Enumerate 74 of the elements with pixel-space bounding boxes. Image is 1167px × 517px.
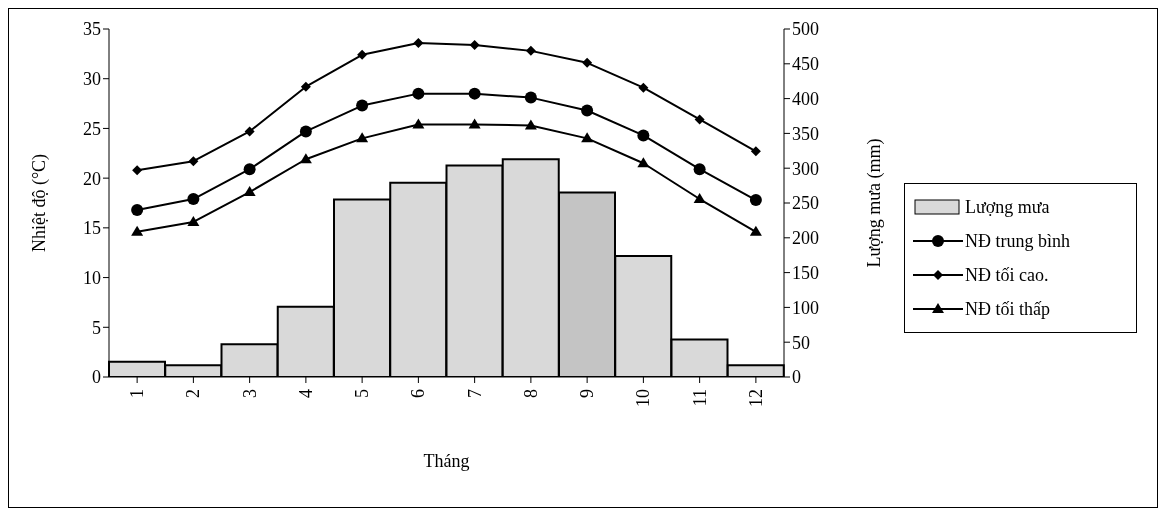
point (244, 126, 255, 137)
legend-label: NĐ trung bình (965, 230, 1070, 252)
y2-tick-label: 400 (792, 88, 819, 109)
y-tick-label: 30 (83, 69, 101, 90)
point (469, 39, 480, 50)
point (412, 118, 425, 129)
y2-axis-title: Lượng mưa (mm) (864, 138, 886, 268)
point (637, 129, 650, 142)
x-axis-title: Tháng (423, 451, 470, 471)
point (750, 146, 761, 157)
point (131, 203, 144, 216)
y2-tick-label: 350 (792, 123, 819, 144)
y-tick-label: 10 (83, 267, 101, 288)
point (188, 156, 199, 167)
point (638, 82, 649, 93)
y2-tick-label: 100 (792, 297, 819, 318)
x-tick-label: 9 (577, 389, 598, 398)
x-tick-label: 4 (295, 389, 316, 398)
x-tick-label: 2 (183, 389, 204, 398)
legend-label: NĐ tối thấp (965, 298, 1050, 320)
point (468, 87, 481, 100)
point (243, 186, 256, 197)
point (581, 132, 594, 143)
point (693, 193, 706, 204)
x-tick-label: 10 (633, 389, 654, 407)
point (525, 45, 536, 56)
point (637, 157, 650, 168)
point (693, 163, 706, 176)
y-tick-label: 15 (83, 218, 101, 239)
point (243, 163, 256, 176)
point (749, 194, 762, 207)
point (581, 104, 594, 117)
point (132, 165, 143, 176)
point (694, 114, 705, 125)
y2-tick-label: 200 (792, 228, 819, 249)
legend-label: NĐ tối cao. (965, 264, 1049, 286)
y-tick-label: 20 (83, 168, 101, 189)
y-tick-label: 5 (92, 317, 101, 338)
point (131, 225, 144, 236)
x-tick-label: 8 (520, 389, 541, 398)
y-tick-label: 0 (92, 367, 101, 388)
y-axis-title: Nhiệt độ (°C) (29, 153, 51, 253)
y2-tick-label: 0 (792, 367, 801, 388)
x-tick-label: 6 (408, 389, 429, 398)
y-tick-label: 35 (83, 19, 101, 40)
x-tick-label: 5 (352, 389, 373, 398)
point (357, 49, 368, 60)
x-tick-label: 12 (745, 389, 766, 407)
x-tick-label: 7 (464, 389, 485, 398)
point (468, 118, 481, 129)
point (749, 225, 762, 236)
x-tick-label: 3 (239, 389, 260, 398)
point (524, 119, 537, 130)
point (299, 125, 312, 138)
x-tick-label: 1 (127, 389, 148, 398)
point (413, 37, 424, 48)
y-tick-label: 25 (83, 118, 101, 139)
point (412, 87, 425, 100)
point (356, 132, 369, 143)
y2-tick-label: 450 (792, 54, 819, 75)
point (582, 57, 593, 68)
point (187, 193, 200, 206)
y2-tick-label: 300 (792, 158, 819, 179)
y2-tick-label: 50 (792, 332, 810, 353)
point (300, 81, 311, 92)
y2-tick-label: 500 (792, 19, 819, 40)
point (187, 215, 200, 226)
x-tick-label: 11 (689, 389, 710, 407)
point (356, 99, 369, 112)
y2-tick-label: 250 (792, 193, 819, 214)
legend-label: Lượng mưa (965, 196, 1050, 218)
point (299, 153, 312, 164)
y2-tick-label: 150 (792, 262, 819, 283)
point (524, 91, 537, 104)
